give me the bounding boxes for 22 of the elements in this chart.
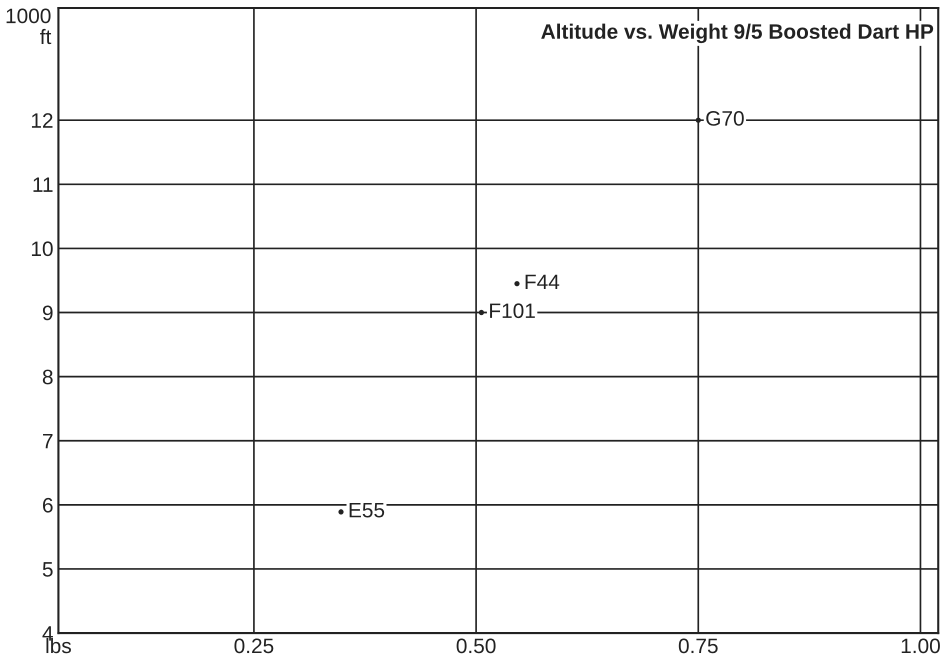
point: [478, 310, 484, 316]
data-label: F101: [490, 303, 535, 318]
point: [514, 281, 520, 286]
data-label: F44: [526, 274, 560, 290]
y-tick-label: 9: [42, 306, 53, 320]
x-tick-label: 0.50: [456, 638, 496, 654]
y-tick-label: 11: [33, 178, 53, 192]
x-tick-label: 1.00: [902, 638, 940, 654]
y-tick-label: 5: [42, 562, 53, 577]
x-tick-label: 0.75: [678, 638, 718, 654]
text: Altitude vs. Weight 9/5 Boosted Dart HP: [541, 24, 934, 44]
data-label: E55: [350, 502, 384, 518]
data-label: G70: [706, 111, 744, 126]
y-tick-label: 6: [43, 498, 53, 513]
y-tick-label: 7: [43, 434, 52, 448]
y-tick-label: 8: [42, 370, 53, 384]
y-tick-label: 10: [32, 241, 53, 256]
y-tick-label: 12: [32, 113, 52, 128]
point: [696, 118, 701, 123]
point: [338, 509, 344, 515]
y-axis-title: 1000 ft: [6, 8, 52, 44]
x-tick-label: 0.25: [234, 638, 274, 654]
